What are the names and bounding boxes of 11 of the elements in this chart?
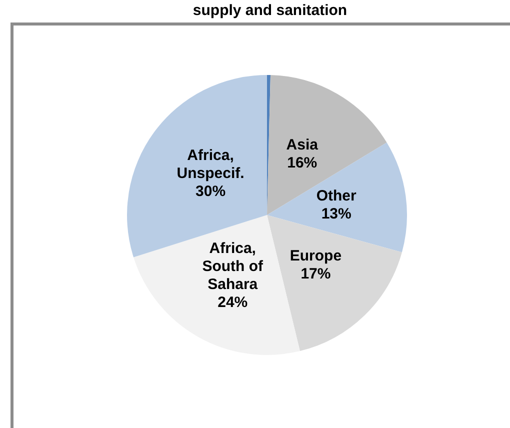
data-label: 16% [287,154,318,172]
slice-label: Africa, South of Sahara [202,240,264,294]
chart-title: supply and sanitation [192,2,348,20]
slice-label: Other [316,188,356,205]
slice-label: Europe [290,247,342,264]
data-label: 30% [196,182,226,200]
slice-label: Africa, Unspecif. [176,146,244,182]
data-label: 17% [300,265,331,282]
data-label: 24% [218,294,248,312]
slice-label: Asia [286,136,319,154]
data-label: 13% [321,206,352,223]
